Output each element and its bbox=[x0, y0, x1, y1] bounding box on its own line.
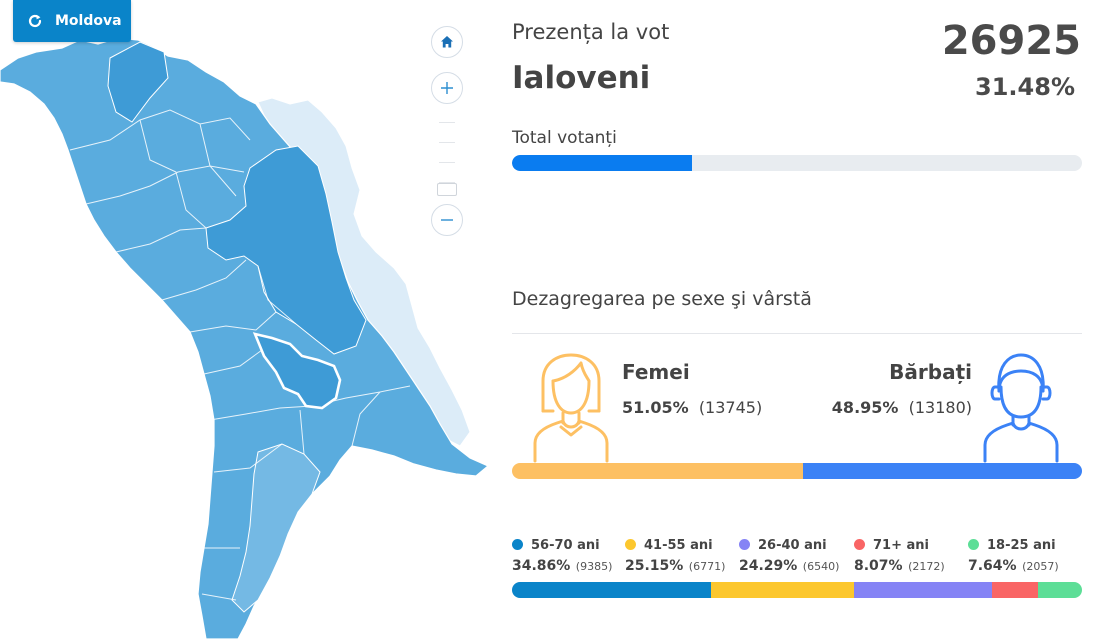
age-legend-dot bbox=[739, 539, 750, 550]
age-bar-segment[interactable] bbox=[1038, 582, 1082, 598]
age-legend-label: 26-40 ani bbox=[758, 538, 827, 553]
zoom-out-button[interactable] bbox=[431, 204, 463, 236]
gender-bar bbox=[512, 463, 1082, 479]
zoom-tick bbox=[439, 142, 455, 143]
zoom-tick bbox=[439, 122, 455, 123]
age-bar-segment[interactable] bbox=[512, 582, 711, 598]
age-legend-stats: 8.07% (2172) bbox=[854, 558, 945, 574]
reset-map-label: Moldova bbox=[55, 13, 122, 29]
male-title: Bărbați bbox=[889, 360, 972, 384]
age-legend-dot bbox=[854, 539, 865, 550]
age-legend-count: (2057) bbox=[1018, 560, 1059, 573]
age-legend: 56-70 ani 34.86% (9385) 41-55 ani 25.15% (6… bbox=[512, 538, 1092, 580]
reset-map-button[interactable]: Moldova bbox=[13, 0, 131, 42]
age-legend-item[interactable]: 41-55 ani 25.15% (6771) bbox=[625, 538, 725, 574]
age-legend-count: (6540) bbox=[799, 560, 840, 573]
age-bar-segment[interactable] bbox=[992, 582, 1039, 598]
male-percent: 48.95% bbox=[831, 398, 899, 417]
female-title: Femei bbox=[622, 360, 690, 384]
age-legend-label: 18-25 ani bbox=[987, 538, 1056, 553]
divider bbox=[512, 333, 1082, 334]
age-legend-stats: 25.15% (6771) bbox=[625, 558, 725, 574]
moldova-map[interactable] bbox=[0, 0, 495, 639]
age-legend-item[interactable]: 18-25 ani 7.64% (2057) bbox=[968, 538, 1059, 574]
turnout-count: 26925 bbox=[941, 18, 1081, 64]
male-avatar-icon bbox=[983, 353, 1059, 463]
male-count: (13180) bbox=[908, 398, 972, 417]
age-bar-segment[interactable] bbox=[854, 582, 993, 598]
zoom-tick bbox=[439, 162, 455, 163]
age-legend-item[interactable]: 71+ ani 8.07% (2172) bbox=[854, 538, 945, 574]
age-legend-label: 56-70 ani bbox=[531, 538, 600, 553]
age-bar bbox=[512, 582, 1082, 598]
age-legend-percent: 25.15% bbox=[625, 558, 684, 574]
age-legend-stats: 24.29% (6540) bbox=[739, 558, 839, 574]
age-legend-count: (6771) bbox=[685, 560, 726, 573]
age-legend-label-row: 18-25 ani bbox=[968, 538, 1059, 553]
age-legend-label-row: 41-55 ani bbox=[625, 538, 725, 553]
age-legend-label: 71+ ani bbox=[873, 538, 929, 553]
female-avatar-icon bbox=[533, 353, 609, 463]
age-legend-label-row: 26-40 ani bbox=[739, 538, 839, 553]
age-legend-stats: 34.86% (9385) bbox=[512, 558, 612, 574]
gender-bar-female[interactable] bbox=[512, 463, 803, 479]
age-legend-percent: 24.29% bbox=[739, 558, 798, 574]
age-legend-label: 41-55 ani bbox=[644, 538, 713, 553]
minus-icon bbox=[441, 219, 453, 221]
home-icon bbox=[441, 36, 453, 48]
zoom-tick bbox=[439, 182, 455, 183]
region-moldova-main[interactable] bbox=[0, 37, 490, 639]
zoom-home-button[interactable] bbox=[431, 26, 463, 58]
refresh-icon bbox=[28, 14, 42, 28]
region-north-dark[interactable] bbox=[107, 41, 169, 123]
male-stats: 48.95% (13180) bbox=[832, 398, 972, 417]
age-legend-item[interactable]: 26-40 ani 24.29% (6540) bbox=[739, 538, 839, 574]
female-percent: 51.05% bbox=[622, 398, 689, 417]
zoom-in-button[interactable] bbox=[431, 72, 463, 104]
age-legend-label-row: 71+ ani bbox=[854, 538, 945, 553]
breakdown-title: Dezagregarea pe sexe şi vârstă bbox=[512, 288, 812, 310]
region-south-light[interactable] bbox=[231, 443, 321, 613]
age-bar-segment[interactable] bbox=[710, 582, 855, 598]
age-legend-percent: 34.86% bbox=[512, 558, 571, 574]
region-ialoveni-highlight[interactable] bbox=[252, 332, 342, 410]
age-legend-label-row: 56-70 ani bbox=[512, 538, 612, 553]
age-legend-percent: 7.64% bbox=[968, 558, 1017, 574]
district-borders bbox=[69, 109, 411, 601]
plus-icon bbox=[441, 82, 453, 94]
age-legend-percent: 8.07% bbox=[854, 558, 903, 574]
zoom-slider-handle[interactable] bbox=[437, 183, 457, 196]
age-legend-dot bbox=[512, 539, 523, 550]
turnout-progress-fill bbox=[512, 155, 692, 171]
stats-panel: Prezența la vot Ialoveni 26925 31.48% To… bbox=[495, 0, 1103, 639]
region-name: Ialoveni bbox=[512, 60, 651, 96]
female-stats: 51.05% (13745) bbox=[622, 398, 762, 417]
turnout-progress-bar bbox=[512, 155, 1082, 171]
map-panel: Moldova bbox=[0, 0, 495, 639]
turnout-percent: 31.48% bbox=[975, 73, 1075, 101]
age-legend-dot bbox=[625, 539, 636, 550]
total-voters-label: Total votanți bbox=[512, 128, 617, 148]
age-legend-stats: 7.64% (2057) bbox=[968, 558, 1059, 574]
age-legend-count: (9385) bbox=[572, 560, 613, 573]
gender-bar-male[interactable] bbox=[802, 463, 1082, 479]
female-count: (13745) bbox=[698, 398, 763, 417]
age-legend-count: (2172) bbox=[904, 560, 945, 573]
age-legend-item[interactable]: 56-70 ani 34.86% (9385) bbox=[512, 538, 612, 574]
age-legend-dot bbox=[968, 539, 979, 550]
turnout-label: Prezența la vot bbox=[512, 20, 670, 44]
